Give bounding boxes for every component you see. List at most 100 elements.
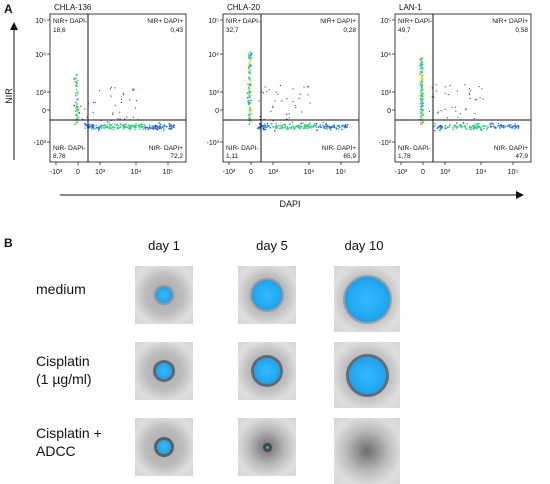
spheroid bbox=[156, 363, 172, 379]
y-tick-label: 10⁵ bbox=[35, 18, 46, 25]
x-tick-label: 10⁵ bbox=[163, 169, 174, 176]
spheroid bbox=[252, 280, 282, 310]
row-label-line: ADCC bbox=[36, 443, 76, 459]
y-tick-label: 10⁵ bbox=[208, 18, 219, 25]
x-tick-label: -10³ bbox=[50, 169, 63, 176]
y-tick-label: 10⁴ bbox=[35, 52, 46, 59]
quadrant-ul-value: 49,7 bbox=[398, 27, 411, 34]
quadrant-ur-label: NIR+ DAPI+ bbox=[492, 18, 528, 25]
x-tick-label: -10³ bbox=[395, 169, 408, 176]
spheroid-well-r3-c1 bbox=[135, 418, 193, 476]
quadrant-lr-label: NIR- DAPI+ bbox=[322, 145, 356, 152]
x-tick-label: 10⁵ bbox=[336, 169, 347, 176]
y-tick-label: 10⁴ bbox=[208, 52, 219, 59]
event-dots bbox=[419, 57, 520, 132]
row-label-cisplatin-adcc: Cisplatin + ADCC bbox=[36, 424, 102, 460]
y-tick-label: 10³ bbox=[36, 90, 47, 97]
quadrant-ll-label: NIR- DAPI- bbox=[398, 145, 431, 152]
panel-a-flow-cytometry: NIR DAPI CHLA-136 10⁵ 10⁴ 10³ 0 -10³ -10³ 0 10³ 1… bbox=[4, 3, 532, 209]
y-tick-label: 0 bbox=[387, 108, 391, 115]
row-label-line: Cisplatin bbox=[36, 353, 90, 369]
y-tick-label: -10³ bbox=[207, 140, 220, 147]
quadrant-ur-label: NIR+ DAPI+ bbox=[147, 18, 183, 25]
quadrant-ur-value: 0,58 bbox=[515, 27, 528, 34]
flow-plot-1: CHLA-136 10⁵ 10⁴ 10³ 0 -10³ -10³ 0 10³ 10⁴ 10⁵ NIR+… bbox=[34, 3, 187, 176]
quadrant-lr-value: 72,2 bbox=[170, 153, 183, 160]
spheroid-well-r1-c1 bbox=[135, 266, 193, 324]
x-tick-label: 10⁴ bbox=[131, 169, 142, 176]
flow-plot-3: LAN-1 10⁵ 10⁴ 10³ 0 -10³ -10³ 0 10³ 10⁴ 10⁵ NIR+ DA… bbox=[379, 3, 532, 176]
y-tick-label: 10⁴ bbox=[380, 52, 391, 59]
spheroid-well-r2-c1 bbox=[135, 342, 193, 400]
plot-frame bbox=[49, 13, 187, 163]
x-tick-label: 0 bbox=[421, 169, 425, 176]
x-tick-label: 0 bbox=[76, 169, 80, 176]
plot-title: CHLA-136 bbox=[54, 3, 92, 12]
x-tick-label: 10³ bbox=[440, 169, 451, 176]
quadrant-ur-value: 0,43 bbox=[170, 27, 183, 34]
y-tick-label: 0 bbox=[215, 108, 219, 115]
quadrant-lr-label: NIR- DAPI+ bbox=[494, 145, 528, 152]
x-tick-label: 10³ bbox=[95, 169, 106, 176]
quadrant-ll-value: 1,11 bbox=[226, 153, 239, 160]
day-label-3: day 10 bbox=[344, 238, 384, 253]
y-tick-label: 10³ bbox=[209, 90, 220, 97]
event-dots bbox=[73, 74, 175, 132]
quadrant-ul-value: 18,6 bbox=[53, 27, 66, 34]
flow-plot-2: CHLA-20 10⁵ 10⁴ 10³ 0 -10³ -10³ 0 10³ 10⁴ 10⁵ NIR+ … bbox=[207, 3, 360, 176]
x-tick-label: 10⁴ bbox=[304, 169, 315, 176]
quadrant-lr-value: 65,9 bbox=[343, 153, 356, 160]
spheroid-well-r3-c2 bbox=[238, 418, 296, 476]
panel-b-letter: B bbox=[4, 236, 13, 250]
y-tick-label: 10⁵ bbox=[380, 18, 391, 25]
y-tick-label: 10³ bbox=[381, 90, 392, 97]
y-axis-arrowhead bbox=[10, 22, 18, 30]
row-label-line: Cisplatin + bbox=[36, 425, 102, 441]
y-axis-title: NIR bbox=[4, 88, 14, 104]
quadrant-lr-value: 47,9 bbox=[515, 153, 528, 160]
quadrant-ul-label: NIR+ DAPI- bbox=[398, 18, 432, 25]
spheroid-well-r2-c3 bbox=[334, 342, 400, 408]
y-tick-label: -10³ bbox=[34, 140, 47, 147]
quadrant-lr-label: NIR- DAPI+ bbox=[149, 145, 183, 152]
plot-title: LAN-1 bbox=[399, 3, 422, 12]
quadrant-ll-label: NIR- DAPI- bbox=[226, 145, 259, 152]
quadrant-ul-value: 32,7 bbox=[226, 27, 239, 34]
x-axis-arrowhead bbox=[516, 191, 524, 199]
quadrant-ur-label: NIR+ DAPI+ bbox=[320, 18, 356, 25]
spheroid bbox=[348, 356, 386, 394]
spheroid bbox=[157, 440, 171, 454]
y-tick-label: -10³ bbox=[379, 140, 392, 147]
spheroid-well-r1-c3 bbox=[334, 266, 400, 332]
panel-a-letter: A bbox=[4, 2, 13, 16]
quadrant-ul-label: NIR+ DAPI- bbox=[226, 18, 260, 25]
day-label-1: day 1 bbox=[148, 238, 180, 253]
x-tick-label: 0 bbox=[249, 169, 253, 176]
spheroid-well-r3-c3 bbox=[334, 418, 400, 484]
quadrant-ul-label: NIR+ DAPI- bbox=[53, 18, 87, 25]
x-tick-label: 10⁴ bbox=[476, 169, 487, 176]
quadrant-ll-label: NIR- DAPI- bbox=[53, 145, 86, 152]
quadrant-ll-value: 8,76 bbox=[53, 153, 66, 160]
quadrant-ll-value: 1,78 bbox=[398, 153, 411, 160]
plot-title: CHLA-20 bbox=[227, 3, 260, 12]
day-label-2: day 5 bbox=[256, 238, 288, 253]
row-label-line: (1 µg/ml) bbox=[36, 371, 92, 387]
quadrant-ur-value: 0,28 bbox=[343, 27, 356, 34]
row-label-medium: medium bbox=[36, 280, 86, 298]
row-label-cisplatin: Cisplatin (1 µg/ml) bbox=[36, 352, 92, 388]
plot-frame bbox=[222, 13, 360, 163]
x-tick-label: -10³ bbox=[223, 169, 236, 176]
spheroid-well-r1-c2 bbox=[238, 266, 296, 324]
spheroid-well-r2-c2 bbox=[238, 342, 296, 400]
spheroid bbox=[265, 445, 269, 449]
row-label-line: medium bbox=[36, 281, 86, 297]
y-tick-label: 0 bbox=[42, 108, 46, 115]
spheroid bbox=[254, 358, 280, 384]
x-tick-label: 10³ bbox=[268, 169, 279, 176]
x-tick-label: 10⁵ bbox=[508, 169, 519, 176]
spheroid bbox=[344, 276, 390, 322]
plot-frame bbox=[394, 13, 532, 163]
spheroid bbox=[156, 287, 172, 303]
x-axis-title: DAPI bbox=[279, 199, 300, 209]
